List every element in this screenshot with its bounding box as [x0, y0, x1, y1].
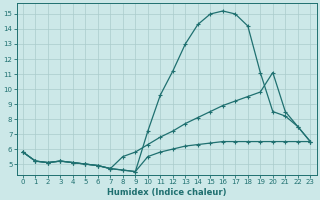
X-axis label: Humidex (Indice chaleur): Humidex (Indice chaleur)	[107, 188, 226, 197]
